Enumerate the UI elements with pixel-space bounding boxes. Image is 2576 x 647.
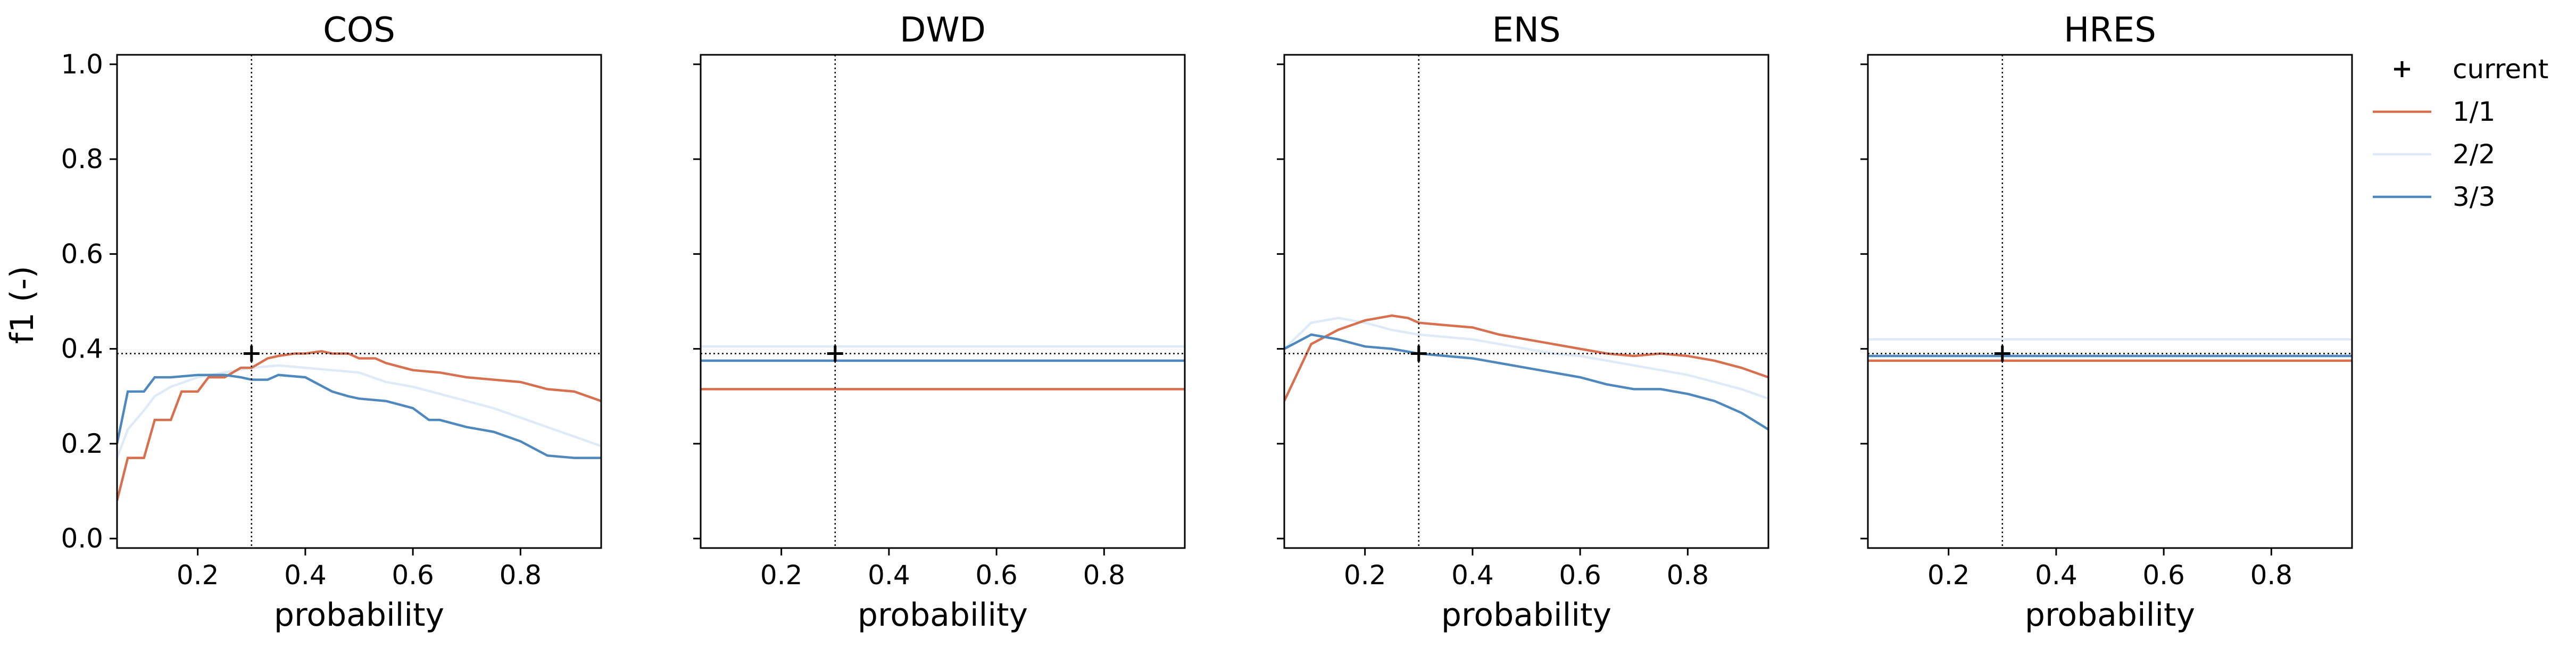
legend-entry-3-of-3: 3/3: [2373, 181, 2495, 212]
x-axis-label: probability: [1441, 596, 1611, 634]
current-marker: [1994, 345, 2010, 362]
x-tick-label: 0.4: [2035, 560, 2078, 591]
axes-frame: [1283, 54, 1769, 549]
y-tick-label: 0.4: [61, 334, 103, 364]
x-tick-label: 0.2: [1344, 560, 1386, 591]
legend-label: 3/3: [2453, 181, 2495, 212]
series-line-3-of-3: [117, 374, 601, 459]
x-tick-label: 0.8: [2250, 560, 2293, 591]
x-axis-label: probability: [274, 596, 444, 634]
y-axis-label: f1 (-): [4, 266, 41, 344]
current-marker: [827, 345, 843, 362]
x-tick-label: 0.8: [1083, 560, 1126, 591]
plot-area: [701, 55, 1185, 548]
x-tick-label: 0.4: [1451, 560, 1494, 591]
x-tick-label: 0.4: [284, 560, 327, 591]
panel-ens: ENS 0.2 0.4 0.6 0.8 probability: [1277, 11, 1769, 634]
x-tick-label: 0.6: [392, 560, 434, 591]
legend-label: current: [2453, 54, 2548, 85]
plot-area: [1284, 55, 1768, 548]
y-tick-label: 1.0: [61, 49, 103, 80]
series-line-1-of-1: [1284, 314, 1768, 402]
x-tick-label: 0.2: [760, 560, 803, 591]
legend: current 1/1 2/2 3/3: [2373, 54, 2548, 212]
series-line-2-of-2: [117, 364, 601, 459]
y-tick-label: 0.2: [61, 428, 103, 459]
panel-cos: COS 0.2 0.4 0.6 0.8 0.0 0.2 0.4 0.6 0.8 1.0 probabi…: [61, 11, 602, 634]
panel-title: HRES: [2064, 11, 2156, 50]
plot-area: [117, 55, 601, 548]
y-tick-label: 0.8: [61, 144, 103, 175]
x-tick-label: 0.6: [975, 560, 1018, 591]
x-axis-label: probability: [2025, 596, 2195, 634]
legend-entry-2-of-2: 2/2: [2373, 139, 2495, 170]
x-tick-label: 0.6: [1559, 560, 1601, 591]
legend-entry-1-of-1: 1/1: [2373, 96, 2495, 127]
panel-dwd: DWD 0.2 0.4 0.6 0.8 probability: [693, 11, 1186, 634]
current-marker: [243, 345, 260, 362]
y-tick-label: 0.6: [61, 238, 103, 269]
x-tick-label: 0.6: [2142, 560, 2185, 591]
current-marker: [1410, 345, 1427, 362]
panel-title: DWD: [900, 11, 986, 50]
axes-frame: [116, 54, 602, 549]
legend-label: 2/2: [2453, 139, 2495, 170]
panel-hres: HRES 0.2 0.4 0.6 0.8 probability: [1860, 11, 2353, 634]
panel-title: COS: [323, 11, 395, 50]
x-tick-label: 0.2: [177, 560, 219, 591]
x-tick-label: 0.8: [1667, 560, 1709, 591]
panels: COS 0.2 0.4 0.6 0.8 0.0 0.2 0.4 0.6 0.8 1.0 probabi…: [61, 11, 2353, 634]
x-axis-label: probability: [858, 596, 1028, 634]
panel-title: ENS: [1492, 11, 1561, 50]
series-line-2-of-2: [1284, 317, 1768, 400]
y-tick-label: 0.0: [61, 523, 103, 554]
legend-entry-current: current: [2394, 54, 2548, 85]
legend-label: 1/1: [2453, 96, 2495, 127]
axes-frame: [1867, 54, 2353, 549]
axes-frame: [700, 54, 1186, 549]
series-line-3-of-3: [1284, 333, 1768, 431]
x-tick-label: 0.2: [1927, 560, 1970, 591]
x-tick-label: 0.4: [868, 560, 910, 591]
plot-area: [1868, 55, 2352, 548]
x-tick-label: 0.8: [500, 560, 542, 591]
